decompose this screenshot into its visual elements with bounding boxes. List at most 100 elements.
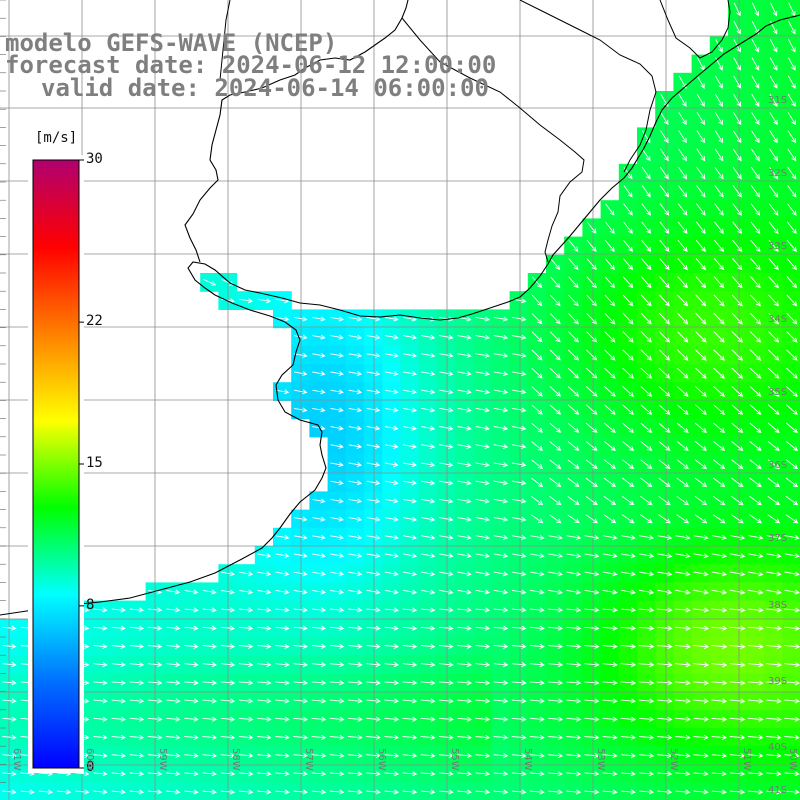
wind-arrow bbox=[184, 607, 199, 613]
wind-arrow bbox=[293, 534, 308, 540]
wind-arrow bbox=[786, 294, 798, 307]
wind-arrow bbox=[330, 498, 344, 504]
wind-arrow bbox=[202, 680, 218, 686]
wind-arrow bbox=[620, 789, 636, 795]
wind-arrow bbox=[767, 459, 780, 470]
river-uruguay-shore bbox=[184, 0, 409, 263]
wind-arrow bbox=[785, 459, 799, 470]
wind-arrow bbox=[768, 331, 780, 343]
wind-arrow bbox=[584, 571, 600, 577]
wind-arrow bbox=[567, 422, 580, 433]
wind-arrow bbox=[511, 789, 527, 795]
wind-arrow bbox=[696, 203, 706, 216]
wind-arrow bbox=[384, 589, 399, 595]
wind-arrow bbox=[769, 38, 778, 53]
wind-arrow bbox=[733, 20, 741, 35]
wind-arrow bbox=[767, 477, 780, 488]
wind-arrow bbox=[402, 698, 418, 704]
wind-arrow bbox=[402, 716, 418, 722]
wind-arrow bbox=[713, 258, 725, 271]
wind-arrow bbox=[622, 312, 634, 325]
wind-arrow bbox=[584, 753, 600, 759]
wind-arrow bbox=[603, 496, 617, 506]
wind-arrow bbox=[568, 239, 579, 252]
wind-cell bbox=[782, 400, 800, 420]
wind-arrow bbox=[93, 716, 108, 722]
wind-arrow bbox=[751, 75, 760, 89]
wind-arrow bbox=[787, 112, 796, 126]
wind-arrow bbox=[312, 498, 326, 504]
wind-arrow bbox=[329, 662, 345, 668]
wind-arrow bbox=[784, 571, 800, 577]
wind-arrow bbox=[620, 571, 636, 577]
wind-arrow bbox=[366, 589, 381, 595]
wind-arrow bbox=[769, 166, 779, 180]
wind-arrow bbox=[330, 534, 344, 540]
wind-arrow bbox=[749, 495, 762, 506]
wind-arrow bbox=[675, 589, 691, 595]
wind-arrow bbox=[311, 643, 327, 649]
wind-arrow bbox=[584, 698, 600, 704]
wind-arrow bbox=[311, 680, 327, 686]
wind-arrow bbox=[549, 404, 562, 415]
wind-arrow bbox=[293, 716, 309, 722]
latitude-label: 31S bbox=[768, 95, 788, 106]
wind-arrow bbox=[220, 589, 235, 595]
wind-arrow bbox=[457, 334, 472, 340]
wind-arrow bbox=[402, 389, 417, 395]
wind-arrow bbox=[166, 589, 181, 595]
wind-arrow bbox=[786, 404, 798, 415]
wind-arrow bbox=[493, 771, 509, 777]
wind-arrow bbox=[675, 553, 691, 559]
wind-cell bbox=[782, 182, 800, 201]
wind-arrow bbox=[511, 662, 527, 668]
wind-arrow bbox=[20, 789, 35, 795]
wind-arrow bbox=[696, 148, 706, 162]
wind-arrow bbox=[275, 753, 290, 759]
wind-arrow bbox=[420, 753, 436, 759]
wind-arrow bbox=[384, 698, 400, 704]
wind-arrow bbox=[713, 386, 725, 397]
wind-arrow bbox=[293, 789, 308, 795]
wind-arrow bbox=[769, 20, 778, 35]
wind-arrow bbox=[711, 771, 727, 777]
wind-arrow bbox=[421, 553, 436, 559]
wind-arrow bbox=[529, 789, 545, 795]
wind-arrow bbox=[729, 771, 746, 777]
wind-arrow bbox=[220, 643, 236, 649]
wind-arrow bbox=[147, 698, 163, 704]
wind-arrow bbox=[620, 716, 637, 722]
wind-arrow bbox=[568, 312, 579, 325]
wind-arrow bbox=[641, 239, 652, 253]
wind-arrow bbox=[731, 422, 744, 434]
wind-arrow bbox=[402, 334, 417, 340]
wind-arrow bbox=[202, 753, 218, 759]
wind-arrow bbox=[529, 734, 545, 740]
wind-arrow bbox=[604, 239, 615, 252]
wind-arrow bbox=[531, 367, 543, 379]
wind-arrow bbox=[751, 93, 760, 107]
wind-arrow bbox=[602, 680, 618, 686]
wind-arrow bbox=[311, 771, 327, 777]
wind-arrow bbox=[641, 166, 651, 180]
wind-cell bbox=[782, 418, 800, 438]
wind-arrow bbox=[677, 312, 689, 325]
wind-arrow bbox=[733, 112, 742, 126]
wind-arrow bbox=[384, 371, 399, 377]
wind-arrow bbox=[729, 662, 746, 668]
wind-arrow bbox=[238, 680, 254, 686]
wind-arrow bbox=[348, 571, 363, 577]
wind-arrow bbox=[2, 625, 17, 631]
wind-arrow bbox=[366, 389, 381, 395]
wind-arrow bbox=[239, 298, 254, 304]
wind-arrow bbox=[713, 276, 725, 289]
wind-arrow bbox=[548, 716, 564, 722]
wind-arrow bbox=[731, 477, 744, 488]
wind-arrow bbox=[677, 276, 688, 289]
wind-arrow bbox=[568, 258, 579, 271]
wind-arrow bbox=[348, 371, 363, 377]
wind-arrow bbox=[511, 443, 527, 449]
wind-arrow bbox=[713, 367, 725, 379]
wind-arrow bbox=[421, 462, 436, 468]
wind-arrow bbox=[348, 352, 363, 358]
